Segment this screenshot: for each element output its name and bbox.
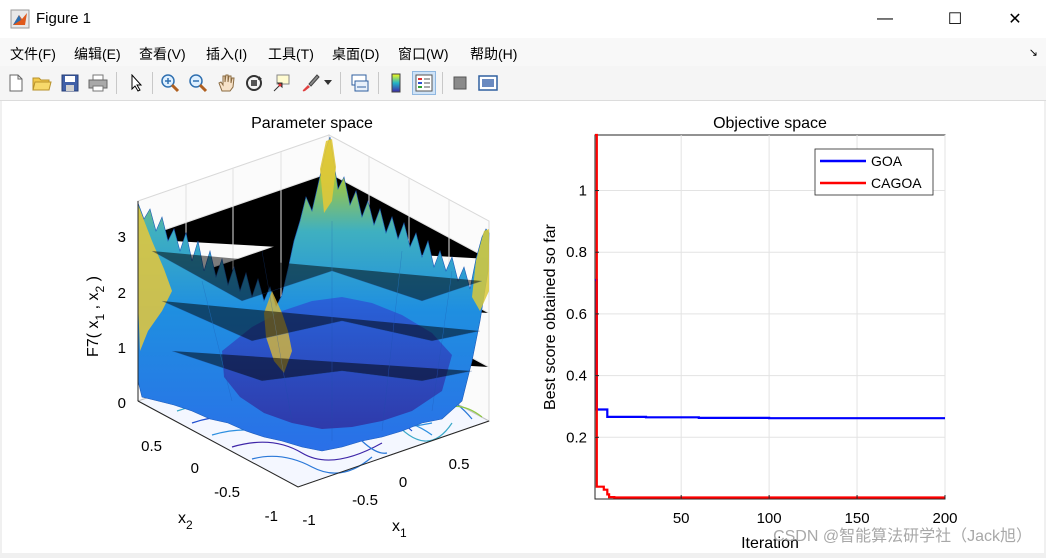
title-bar: Figure 1 — ☐ ✕	[0, 0, 1046, 38]
link-plot-icon[interactable]	[348, 71, 372, 95]
x1-tick: 0	[399, 474, 407, 491]
pan-icon[interactable]	[214, 71, 238, 95]
y-axis-label: Best score obtained so far	[542, 223, 559, 410]
x-tick-label: 50	[673, 510, 690, 527]
y-tick-label: 1	[579, 183, 587, 200]
surface-title: Parameter space	[251, 115, 373, 132]
menu-desktop[interactable]: 桌面(D)	[332, 46, 380, 62]
data-cursor-icon[interactable]	[270, 71, 294, 95]
figure-svg: Parameter space	[85, 115, 1032, 552]
x2-tick: -1	[265, 508, 278, 525]
brush-icon[interactable]	[298, 71, 322, 95]
legend-icon[interactable]	[412, 71, 436, 95]
legend-box	[814, 148, 934, 196]
x1-tick: 0.5	[449, 456, 470, 473]
minimize-icon: —	[877, 10, 893, 27]
minimize-button[interactable]: —	[862, 0, 908, 38]
x-tick-label: 150	[845, 510, 870, 527]
grid-layer	[595, 135, 946, 499]
close-button[interactable]: ✕	[992, 0, 1038, 38]
show-plot-tools-icon[interactable]	[476, 71, 500, 95]
x1-tick: -0.5	[352, 492, 378, 509]
z-tick: 1	[118, 340, 126, 357]
toolbar-separator	[116, 72, 117, 94]
tick-layer: 50 100 150 200 0.2 0.4 0.6 0.8 1	[566, 183, 957, 527]
zoom-out-icon[interactable]	[186, 71, 210, 95]
print-icon[interactable]	[86, 71, 110, 95]
rotate-3d-icon[interactable]	[242, 71, 266, 95]
close-icon: ✕	[1008, 11, 1022, 28]
convergence-plot[interactable]: Objective space 50 100 150 200 0.2 0.4 0.6 0.8 1…	[542, 115, 958, 552]
x-tick-label: 200	[932, 510, 957, 527]
x2-tick: -0.5	[214, 484, 240, 501]
series-layer	[595, 133, 945, 499]
pointer-icon[interactable]	[124, 71, 148, 95]
matlab-icon	[10, 9, 30, 29]
surface-axes-lines	[137, 400, 490, 488]
menu-dock-arrow-icon[interactable]: ↘	[1028, 47, 1038, 59]
menu-insert[interactable]: 插入(I)	[206, 46, 248, 62]
convergence-title: Objective space	[713, 115, 827, 132]
maximize-icon: ☐	[947, 11, 963, 28]
y-tick-label: 0.2	[566, 429, 587, 446]
toolbar-separator	[442, 72, 443, 94]
figure-canvas: Parameter space	[2, 101, 1044, 553]
x2-axis-label: x2	[178, 510, 193, 532]
surface-mesh	[151, 221, 483, 441]
legend-label-goa: GOA	[871, 153, 903, 169]
x-tick-label: 100	[757, 510, 782, 527]
y-tick-label: 0.6	[566, 306, 587, 323]
surface-yellow-peak	[320, 139, 336, 213]
surface-yellow-ridge-right	[472, 229, 489, 311]
series-line-cagoa	[595, 133, 945, 499]
menu-window[interactable]: 窗口(W)	[398, 46, 449, 62]
watermark: CSDN @智能算法研学社（Jack旭）	[773, 526, 1032, 545]
menu-edit[interactable]: 编辑(E)	[74, 46, 121, 62]
surface-yellow-ridge-left	[138, 205, 172, 351]
surface-plot[interactable]: Parameter space	[85, 115, 491, 540]
menu-file[interactable]: 文件(F)	[10, 46, 56, 62]
new-figure-icon[interactable]	[4, 71, 28, 95]
maximize-button[interactable]: ☐	[932, 0, 978, 38]
z-tick: 2	[118, 285, 126, 302]
menu-bar: 文件(F) 编辑(E) 查看(V) 插入(I) 工具(T) 桌面(D) 窗口(W…	[0, 38, 1046, 66]
window-title: Figure 1	[36, 10, 92, 27]
toolbar-separator	[340, 72, 341, 94]
x2-tick: 0	[191, 460, 199, 477]
y-tick-label: 0.8	[566, 244, 587, 261]
toolbar-separator	[378, 72, 379, 94]
z-tick: 0	[118, 395, 126, 412]
legend[interactable]: GOA CAGOA	[814, 148, 934, 196]
save-icon[interactable]	[58, 71, 82, 95]
y-tick-label: 0.4	[566, 368, 587, 385]
x1-axis-label: x1	[392, 518, 407, 540]
x1-tick: -1	[302, 512, 315, 529]
colorbar-icon[interactable]	[384, 71, 408, 95]
z-tick: 3	[118, 229, 126, 246]
x2-tick: 0.5	[141, 438, 162, 455]
menu-help[interactable]: 帮助(H)	[470, 46, 518, 62]
toolbar	[0, 66, 1046, 101]
brush-dropdown-icon[interactable]	[322, 71, 334, 95]
menu-tools[interactable]: 工具(T)	[268, 46, 314, 62]
hide-plot-tools-icon[interactable]	[448, 71, 472, 95]
toolbar-separator	[152, 72, 153, 94]
menu-view[interactable]: 查看(V)	[139, 46, 186, 62]
x-axis-label: Iteration	[741, 535, 799, 552]
legend-label-cagoa: CAGOA	[871, 175, 922, 191]
zoom-in-icon[interactable]	[158, 71, 182, 95]
z-axis-label: F7( x1 , x2 )	[85, 276, 107, 357]
open-file-icon[interactable]	[30, 71, 54, 95]
